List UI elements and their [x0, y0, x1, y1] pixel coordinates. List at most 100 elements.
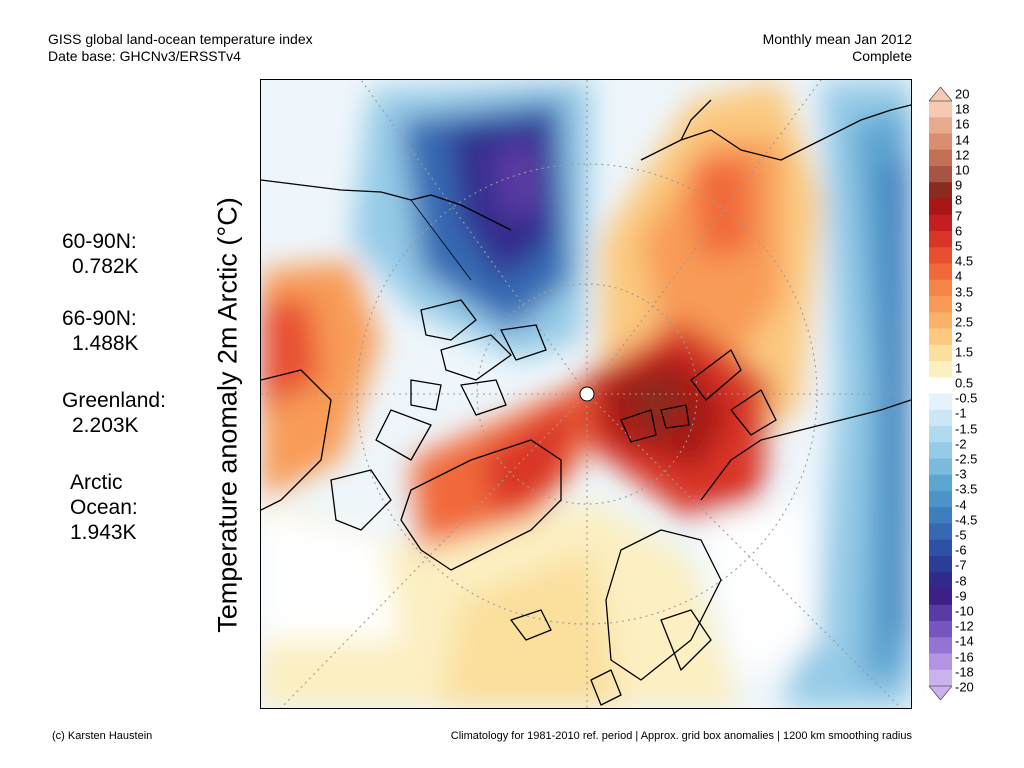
- stat-label: 60-90N:: [62, 230, 137, 253]
- colorbar-cell: [929, 182, 952, 199]
- header-right: Monthly mean Jan 2012 Complete: [763, 31, 912, 65]
- colorbar-tick-label: 9: [955, 177, 963, 193]
- colorbar-tick-label: -3: [955, 466, 967, 482]
- header-left: GISS global land-ocean temperature index…: [48, 31, 313, 65]
- colorbar-tick-label: 18: [955, 101, 970, 117]
- colorbar-tick-label: 14: [955, 132, 970, 148]
- colorbar-tick-label: -1: [955, 405, 967, 421]
- colorbar-tick-label: 4: [955, 268, 963, 284]
- colorbar-tick-label: -12: [955, 618, 974, 634]
- colorbar-cell: [929, 344, 952, 362]
- colorbar-cell: [929, 409, 952, 427]
- pole-marker: [579, 386, 595, 402]
- colorbar-cell: [929, 263, 952, 281]
- colorbar-cell: [929, 442, 952, 459]
- y-axis-label: Temperature anomaly 2m Arctic (°C): [212, 197, 243, 633]
- stat-label: Greenland:: [62, 389, 166, 412]
- colorbar-tick-label: 3: [955, 299, 963, 315]
- colorbar-cell: [929, 296, 952, 313]
- colorbar-tick-label: 1.5: [955, 344, 974, 360]
- colorbar-tick-label: -8: [955, 573, 967, 589]
- colorbar-cell: [929, 133, 952, 151]
- colorbar-tick-label: -2: [955, 436, 967, 452]
- colorbar-tick-label: -1.5: [955, 421, 978, 436]
- colorbar-top-arrow: [929, 87, 952, 102]
- map-title: GISS global land-ocean temperature index: [48, 31, 313, 47]
- colorbar-tick-label: 2.5: [955, 314, 974, 330]
- colorbar-cell: [929, 507, 952, 524]
- colorbar-tick-label: -5: [955, 527, 967, 543]
- colorbar-cell: [929, 117, 952, 134]
- colorbar-cell: [929, 588, 952, 606]
- colorbar: [929, 87, 952, 700]
- arctic-anomaly-map: [260, 79, 912, 709]
- colorbar-tick-label: 5: [955, 238, 963, 254]
- method-note: Climatology for 1981-2010 ref. period | …: [450, 730, 912, 742]
- colorbar-tick-label: 10: [955, 162, 970, 178]
- colorbar-cell: [929, 166, 952, 183]
- colorbar-cell: [929, 669, 952, 687]
- colorbar-tick-label: 1: [955, 360, 963, 376]
- stat-arctic-ocean: Arctic Ocean: 1.943K: [70, 470, 138, 545]
- colorbar-cell: [929, 604, 952, 622]
- colorbar-cell: [929, 474, 952, 492]
- colorbar-tick-label: 6: [955, 223, 963, 239]
- colorbar-cell: [929, 361, 952, 378]
- colorbar-tick-label: -14: [955, 633, 974, 649]
- colorbar-tick-label: 16: [955, 116, 970, 132]
- colorbar-tick-label: -9: [955, 588, 967, 604]
- stat-value: 1.488K: [72, 332, 139, 355]
- colorbar-tick-label: 7: [955, 208, 963, 224]
- colorbar-cell: [929, 101, 952, 118]
- colorbar-cell: [929, 198, 952, 216]
- stat-value: 2.203K: [72, 414, 139, 437]
- colorbar-cell: [929, 458, 952, 476]
- stat-value: 1.943K: [70, 521, 137, 544]
- stat-value: 0.782K: [72, 255, 139, 278]
- colorbar-cell: [929, 653, 952, 671]
- colorbar-cell: [929, 247, 952, 264]
- stat-60-90n: 60-90N: 0.782K: [62, 229, 139, 279]
- colorbar-cell: [929, 279, 952, 297]
- colorbar-cell: [929, 556, 952, 573]
- colorbar-tick-label: -7: [955, 557, 967, 573]
- graticule: [261, 80, 911, 708]
- colorbar-cell: [929, 328, 952, 346]
- colorbar-tick-label: 2: [955, 329, 963, 345]
- colorbar-cell: [929, 637, 952, 654]
- colorbar-cell: [929, 149, 952, 167]
- colorbar-tick-label: 4.5: [955, 253, 974, 269]
- stat-label-line2: Ocean:: [70, 496, 138, 519]
- colorbar-cell: [929, 572, 952, 589]
- credit-text: (c) Karsten Haustein: [52, 730, 153, 742]
- colorbar-cell: [929, 231, 952, 248]
- colorbar-tick-label: 8: [955, 192, 963, 208]
- colorbar-tick-label: 0.5: [955, 375, 974, 391]
- colorbar-cell: [929, 539, 952, 557]
- colorbar-cell: [929, 377, 952, 394]
- colorbar-cell: [929, 523, 952, 541]
- colorbar-tick-label: -6: [955, 542, 967, 558]
- period-label: Monthly mean Jan 2012: [762, 31, 912, 47]
- colorbar-tick-label: -0.5: [955, 390, 978, 406]
- colorbar-tick-label: -16: [955, 649, 974, 665]
- colorbar-tick-label: -20: [955, 679, 974, 695]
- coastlines: [261, 99, 911, 706]
- colorbar-bottom-arrow: [929, 685, 952, 700]
- colorbar-tick-label: -3.5: [955, 481, 978, 497]
- completeness-label: Complete: [852, 48, 912, 64]
- colorbar-cell: [929, 621, 952, 638]
- anomaly-field: [261, 80, 911, 708]
- colorbar-cell: [929, 426, 952, 443]
- colorbar-cell: [929, 491, 952, 508]
- colorbar-cells: [929, 101, 952, 687]
- stat-greenland: Greenland: 2.203K: [62, 388, 166, 438]
- colorbar-cell: [929, 393, 952, 411]
- stat-label: Arctic: [70, 471, 123, 494]
- colorbar-tick-label: -18: [955, 664, 974, 680]
- colorbar-tick-label: 12: [955, 147, 970, 163]
- data-base-label: Date base: GHCNv3/ERSSTv4: [48, 48, 241, 64]
- colorbar-tick-label: -10: [955, 603, 974, 619]
- colorbar-tick-label: -2.5: [955, 451, 978, 467]
- stat-66-90n: 66-90N: 1.488K: [62, 306, 139, 356]
